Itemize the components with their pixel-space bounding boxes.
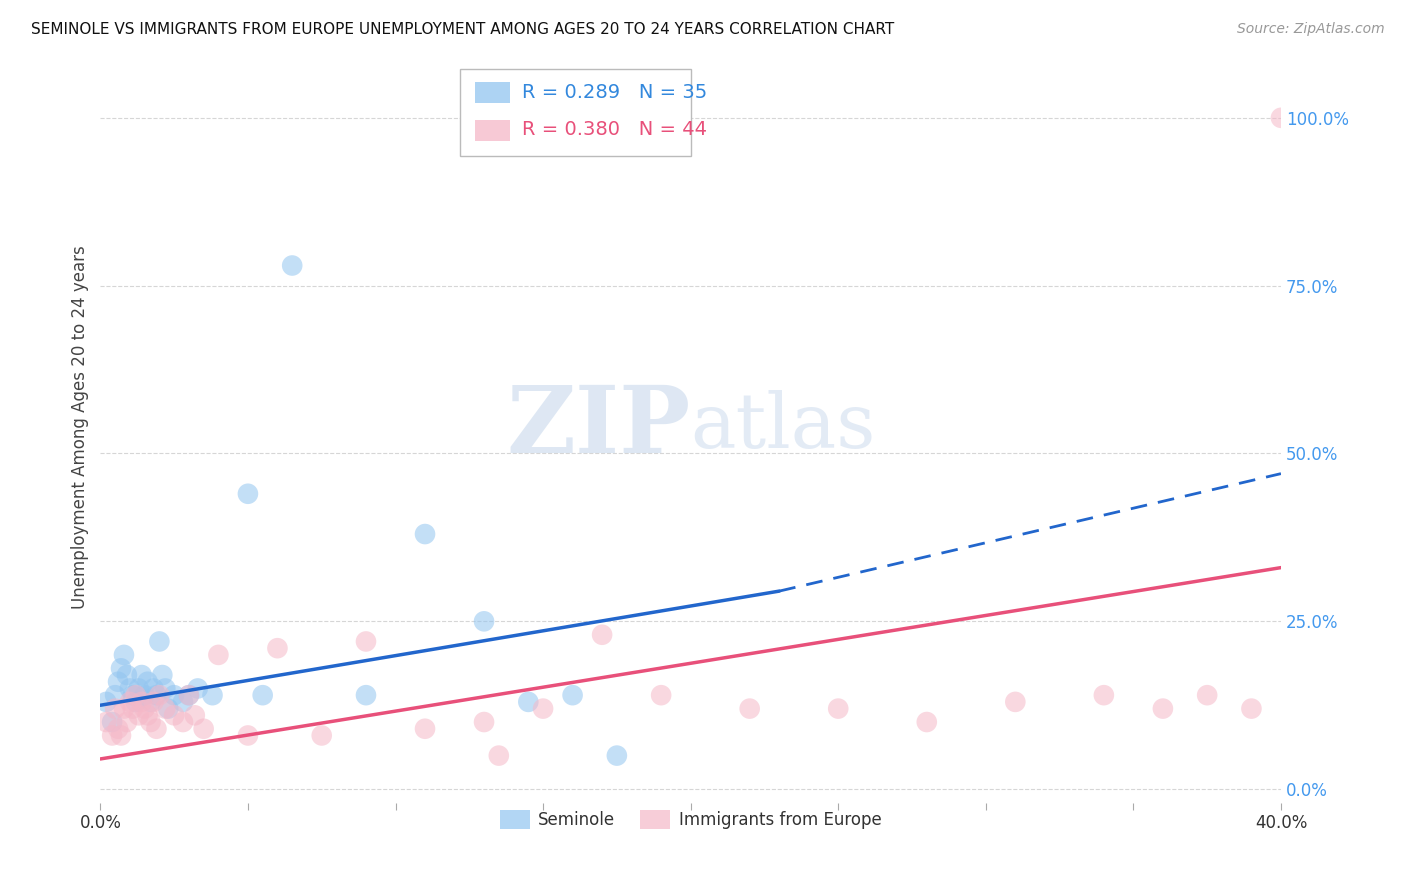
Point xyxy=(134,688,156,702)
Point xyxy=(915,714,938,729)
Point xyxy=(112,701,135,715)
Point xyxy=(142,695,165,709)
FancyBboxPatch shape xyxy=(460,70,690,156)
Point xyxy=(738,701,761,715)
Point xyxy=(354,634,377,648)
Point xyxy=(184,708,207,723)
Point xyxy=(118,695,141,709)
Point xyxy=(96,714,118,729)
Text: ZIP: ZIP xyxy=(506,382,690,472)
Point xyxy=(413,722,436,736)
Point xyxy=(128,681,150,696)
Point xyxy=(163,688,186,702)
Point xyxy=(101,729,124,743)
Point xyxy=(236,729,259,743)
Point xyxy=(606,748,628,763)
Point xyxy=(236,487,259,501)
Point xyxy=(163,708,186,723)
Point xyxy=(1092,688,1115,702)
Point xyxy=(172,714,194,729)
Point xyxy=(177,688,200,702)
Point xyxy=(157,701,180,715)
Bar xyxy=(475,82,510,103)
Point xyxy=(110,729,132,743)
Point xyxy=(139,714,162,729)
Point xyxy=(531,701,554,715)
Point xyxy=(488,748,510,763)
Point xyxy=(155,701,177,715)
Point xyxy=(650,688,672,702)
Point xyxy=(311,729,333,743)
Point xyxy=(187,681,209,696)
Point xyxy=(125,695,148,709)
Point xyxy=(107,722,129,736)
Text: Source: ZipAtlas.com: Source: ZipAtlas.com xyxy=(1237,22,1385,37)
Point xyxy=(517,695,540,709)
Point xyxy=(112,648,135,662)
Point xyxy=(1004,695,1026,709)
Text: R = 0.289   N = 35: R = 0.289 N = 35 xyxy=(522,83,707,102)
Point xyxy=(101,714,124,729)
Point xyxy=(131,695,153,709)
Text: atlas: atlas xyxy=(690,390,876,464)
Point xyxy=(136,674,159,689)
Point xyxy=(136,708,159,723)
Point xyxy=(128,708,150,723)
Point xyxy=(591,628,613,642)
Point xyxy=(281,259,304,273)
Point xyxy=(266,641,288,656)
Point xyxy=(472,615,495,629)
Point xyxy=(125,688,148,702)
Point xyxy=(207,648,229,662)
Point xyxy=(145,688,167,702)
Point xyxy=(115,714,138,729)
Bar xyxy=(475,120,510,141)
Point xyxy=(561,688,583,702)
Point xyxy=(104,688,127,702)
Point xyxy=(472,714,495,729)
Y-axis label: Unemployment Among Ages 20 to 24 years: Unemployment Among Ages 20 to 24 years xyxy=(72,244,89,608)
Point xyxy=(1152,701,1174,715)
Point xyxy=(110,661,132,675)
Point xyxy=(107,674,129,689)
Point xyxy=(354,688,377,702)
Point xyxy=(172,695,194,709)
Point xyxy=(193,722,215,736)
Text: SEMINOLE VS IMMIGRANTS FROM EUROPE UNEMPLOYMENT AMONG AGES 20 TO 24 YEARS CORREL: SEMINOLE VS IMMIGRANTS FROM EUROPE UNEMP… xyxy=(31,22,894,37)
Point xyxy=(1197,688,1219,702)
Point xyxy=(131,668,153,682)
Point xyxy=(413,527,436,541)
Point xyxy=(155,681,177,696)
Point xyxy=(121,701,143,715)
Point xyxy=(104,701,127,715)
Point xyxy=(139,695,162,709)
Point xyxy=(142,681,165,696)
Point xyxy=(134,701,156,715)
Point xyxy=(96,695,118,709)
Point xyxy=(145,722,167,736)
Point xyxy=(1240,701,1263,715)
Text: R = 0.380   N = 44: R = 0.380 N = 44 xyxy=(522,120,707,139)
Point xyxy=(252,688,274,702)
Point xyxy=(201,688,224,702)
Point xyxy=(148,688,170,702)
Point xyxy=(150,668,173,682)
Legend: Seminole, Immigrants from Europe: Seminole, Immigrants from Europe xyxy=(494,803,889,836)
Point xyxy=(118,681,141,696)
Point xyxy=(115,668,138,682)
Point xyxy=(177,688,200,702)
Point xyxy=(827,701,849,715)
Point xyxy=(1270,111,1292,125)
Point xyxy=(121,688,143,702)
Point xyxy=(148,634,170,648)
